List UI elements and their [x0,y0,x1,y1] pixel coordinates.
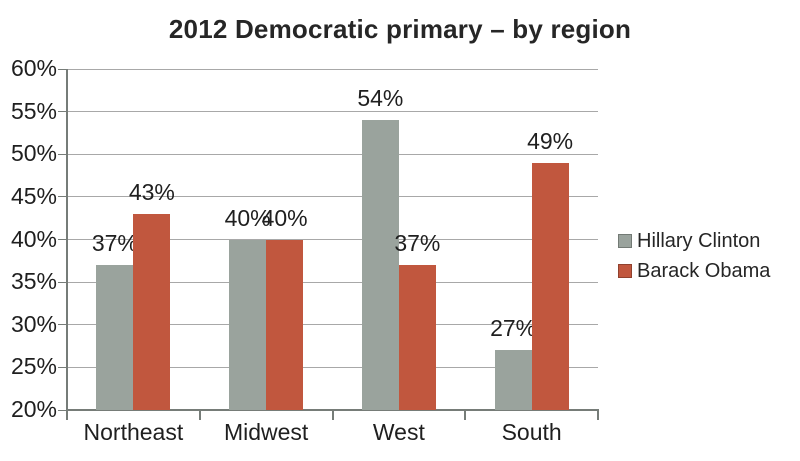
x-axis-tick [331,411,334,420]
gridline [67,68,598,70]
chart-title: 2012 Democratic primary – by region [168,14,632,44]
x-axis-tick [464,411,467,420]
bar-hillary-clinton [96,265,134,410]
bar-data-label: 40% [224,204,271,231]
y-axis-tick-label: 20% [10,396,57,422]
bar-data-label: 37% [394,230,441,257]
bar-data-label: 37% [91,230,138,257]
y-axis-line [66,69,68,410]
bar-barack-obama [398,265,436,410]
y-axis-tick [58,68,67,70]
bar-barack-obama [133,213,171,410]
x-axis-tick [66,411,68,420]
y-axis-tick-label: 45% [10,182,57,209]
y-axis-tick [58,281,67,283]
y-axis-tick-label: 25% [10,353,57,380]
gridline [67,196,598,198]
gridline [67,324,598,326]
gridline [67,111,598,113]
y-axis-tick [58,366,67,368]
bar-data-label: 27% [490,315,537,342]
x-category-label: Northeast [83,419,184,445]
bar-barack-obama [266,239,304,410]
x-category-label: West [372,419,425,445]
bar-data-label: 43% [128,178,175,205]
x-category-label: South [501,419,562,445]
gridline [67,239,598,240]
bar-hillary-clinton [229,239,267,410]
bar-hillary-clinton [361,120,399,410]
plot-area: 37% 40% 54% 27% 43% 40% 37% 49% [58,68,599,420]
y-axis-tick [58,153,67,155]
y-axis-tick [58,239,67,240]
y-axis-tick-label: 50% [10,140,57,167]
bar-data-label: 40% [261,204,308,231]
x-axis-tick [597,411,599,420]
bar-barack-obama [531,162,569,410]
x-category-label: Midwest [223,419,309,445]
y-axis-tick [58,409,67,411]
legend: Hillary Clinton Barack Obama [618,226,770,286]
y-axis-tick-label: 30% [10,310,57,337]
y-axis-tick [58,196,67,198]
legend-item-label: Hillary Clinton [637,229,761,252]
legend-item: Hillary Clinton [618,226,770,256]
gridline [67,153,598,155]
legend-item: Barack Obama [618,256,770,286]
legend-swatch-icon [618,264,632,278]
legend-item-label: Barack Obama [637,259,771,282]
y-axis-tick-label: 40% [10,225,57,252]
bar-data-label: 49% [527,127,574,154]
x-axis-tick [198,411,201,420]
bar-data-label: 54% [357,85,404,112]
y-axis-tick [58,324,67,326]
y-axis-tick-label: 60% [10,55,57,81]
legend-swatch-icon [618,234,632,248]
y-axis-tick [58,111,67,113]
bar-hillary-clinton [494,350,532,410]
x-axis-line [66,409,599,411]
y-axis-tick-label: 35% [10,268,57,295]
y-axis-tick-label: 55% [10,97,57,124]
gridline [67,366,598,368]
gridline [67,281,598,283]
